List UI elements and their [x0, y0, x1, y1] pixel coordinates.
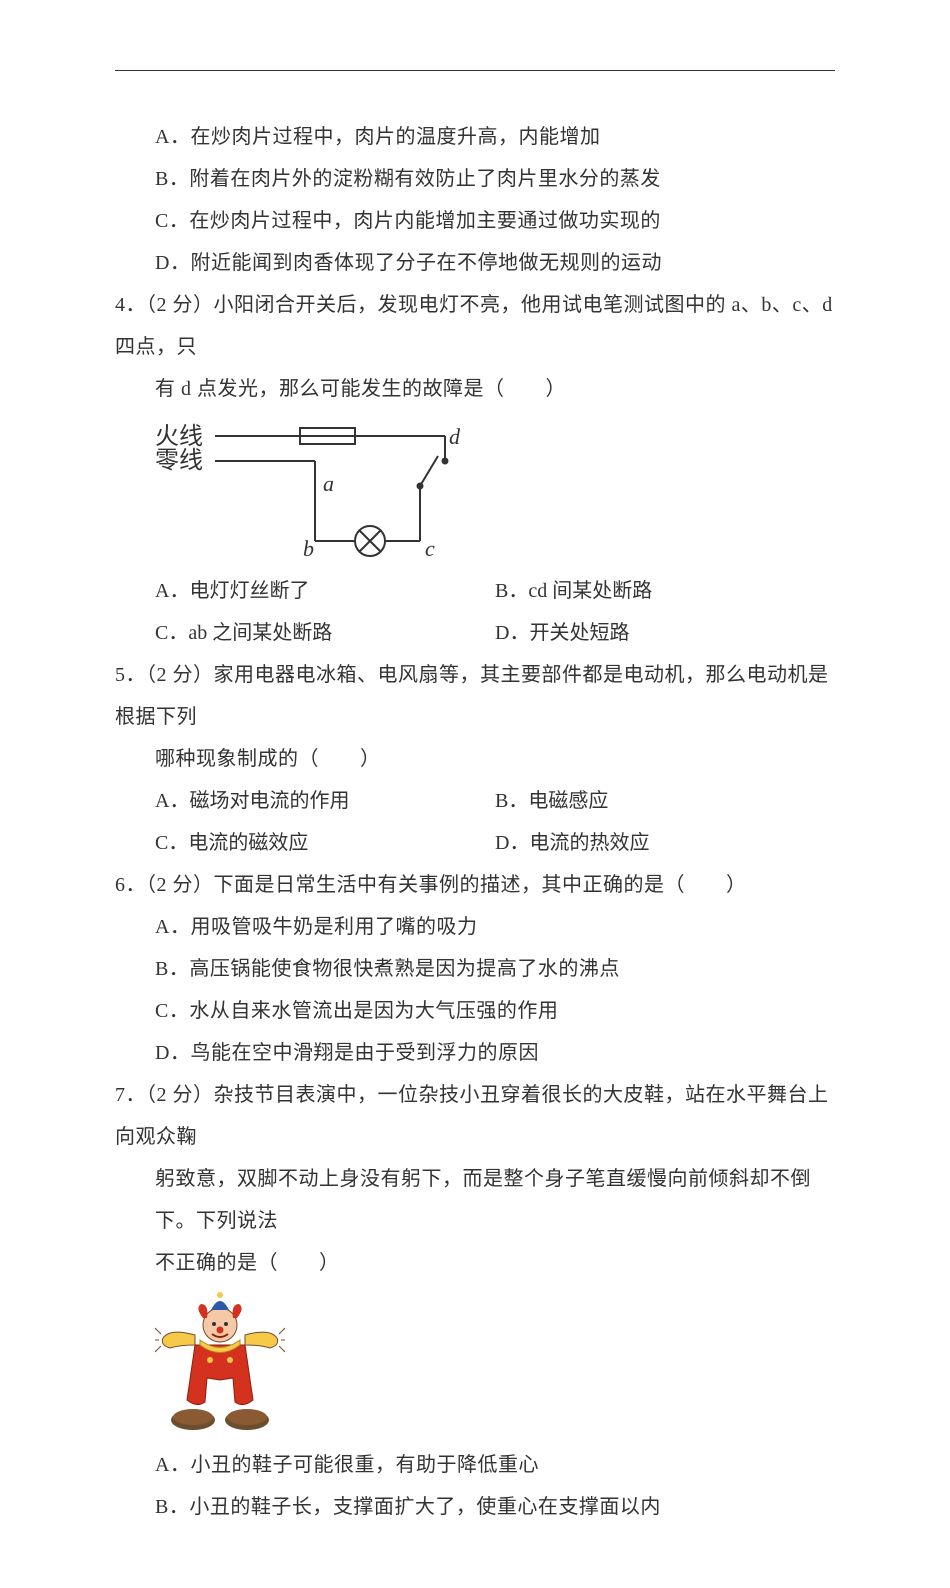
- q5-option-b: B．电磁感应: [495, 780, 835, 822]
- q4-option-d: D．开关处短路: [495, 612, 835, 654]
- q7-stem-line3: 不正确的是（ ）: [115, 1242, 835, 1284]
- q3-option-b: B．附着在肉片外的淀粉糊有效防止了肉片里水分的蒸发: [115, 158, 835, 200]
- circuit-label-fire: 火线: [155, 423, 203, 450]
- circuit-label-d: d: [449, 424, 461, 449]
- q7-clown-image: [155, 1290, 285, 1440]
- q7-stem-line1: 7．（2 分）杂技节目表演中，一位杂技小丑穿着很长的大皮鞋，站在水平舞台上向观众…: [115, 1074, 835, 1158]
- circuit-label-zero: 零线: [155, 447, 203, 474]
- q5-option-a: A．磁场对电流的作用: [155, 780, 495, 822]
- q4-stem-line2: 有 d 点发光，那么可能发生的故障是（ ）: [115, 368, 835, 410]
- q4-option-a: A．电灯灯丝断了: [155, 570, 495, 612]
- q7-option-a: A．小丑的鞋子可能很重，有助于降低重心: [115, 1444, 835, 1486]
- q5-option-d: D．电流的热效应: [495, 822, 835, 864]
- circuit-label-b: b: [303, 536, 314, 561]
- q5-stem-line2: 哪种现象制成的（ ）: [115, 738, 835, 780]
- q5-option-c: C．电流的磁效应: [155, 822, 495, 864]
- q4-option-b: B．cd 间某处断路: [495, 570, 835, 612]
- q6-option-a: A．用吸管吸牛奶是利用了嘴的吸力: [115, 906, 835, 948]
- q6-stem: 6．（2 分）下面是日常生活中有关事例的描述，其中正确的是（ ）: [115, 864, 835, 906]
- circuit-label-a: a: [323, 471, 334, 496]
- q5-stem-line1: 5．（2 分）家用电器电冰箱、电风扇等，其主要部件都是电动机，那么电动机是根据下…: [115, 654, 835, 738]
- top-rule: [115, 70, 835, 71]
- q4-options-row1: A．电灯灯丝断了 B．cd 间某处断路: [115, 570, 835, 612]
- q6-option-d: D．鸟能在空中滑翔是由于受到浮力的原因: [115, 1032, 835, 1074]
- q7-option-b: B．小丑的鞋子长，支撑面扩大了，使重心在支撑面以内: [115, 1486, 835, 1528]
- q4-option-c: C．ab 之间某处断路: [155, 612, 495, 654]
- q3-option-a: A．在炒肉片过程中，肉片的温度升高，内能增加: [115, 116, 835, 158]
- q6-option-c: C．水从自来水管流出是因为大气压强的作用: [115, 990, 835, 1032]
- page: A．在炒肉片过程中，肉片的温度升高，内能增加 B．附着在肉片外的淀粉糊有效防止了…: [0, 0, 950, 1588]
- q3-option-c: C．在炒肉片过程中，肉片内能增加主要通过做功实现的: [115, 200, 835, 242]
- q4-stem-line1: 4．（2 分）小阳闭合开关后，发现电灯不亮，他用试电笔测试图中的 a、b、c、d…: [115, 284, 835, 368]
- q5-options-row1: A．磁场对电流的作用 B．电磁感应: [115, 780, 835, 822]
- q4-options-row2: C．ab 之间某处断路 D．开关处短路: [115, 612, 835, 654]
- q6-option-b: B．高压锅能使食物很快煮熟是因为提高了水的沸点: [115, 948, 835, 990]
- circuit-label-c: c: [425, 536, 435, 561]
- q4-circuit-diagram: 火线 零线 a b c d: [155, 416, 465, 566]
- q5-options-row2: C．电流的磁效应 D．电流的热效应: [115, 822, 835, 864]
- q3-option-d: D．附近能闻到肉香体现了分子在不停地做无规则的运动: [115, 242, 835, 284]
- q7-stem-line2: 躬致意，双脚不动上身没有躬下，而是整个身子笔直缓慢向前倾斜却不倒下。下列说法: [115, 1158, 835, 1242]
